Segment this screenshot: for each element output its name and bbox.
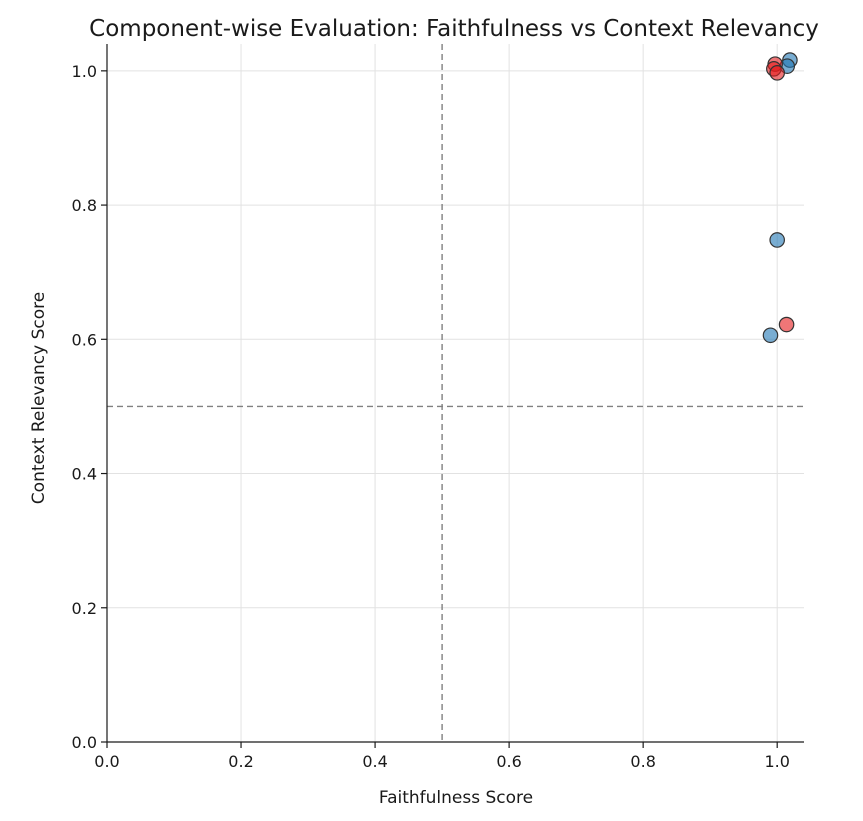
y-tick-label: 0.8 (72, 196, 97, 215)
axes: 0.0 0.2 0.4 0.6 0.8 1.0 0.0 0.2 0.4 0.6 0.8 1.0 (72, 44, 804, 771)
data-point (769, 232, 785, 248)
x-tick-label: 1.0 (764, 752, 789, 771)
data-points (762, 52, 798, 344)
x-tick-label: 0.8 (630, 752, 655, 771)
data-point (778, 316, 795, 333)
y-tick-label: 0.6 (72, 330, 97, 349)
x-tick-label: 0.0 (94, 752, 119, 771)
reference-lines (107, 44, 804, 742)
y-axis-label: Context Relevancy Score (29, 292, 49, 504)
data-point (762, 327, 779, 344)
y-tick-label: 0.4 (72, 465, 97, 484)
axis-spines (106, 44, 804, 743)
x-tick-label: 0.2 (228, 752, 253, 771)
x-tick-label: 0.4 (362, 752, 387, 771)
grid (106, 44, 804, 743)
data-point (769, 65, 785, 81)
x-axis-label: Faithfulness Score (379, 788, 533, 808)
chart-title: Component-wise Evaluation: Faithfulness … (89, 16, 819, 42)
y-tick-label: 0.2 (72, 599, 97, 618)
y-tick-label: 1.0 (72, 62, 97, 81)
y-tick-label: 0.0 (72, 733, 97, 752)
x-tick-label: 0.6 (496, 752, 521, 771)
